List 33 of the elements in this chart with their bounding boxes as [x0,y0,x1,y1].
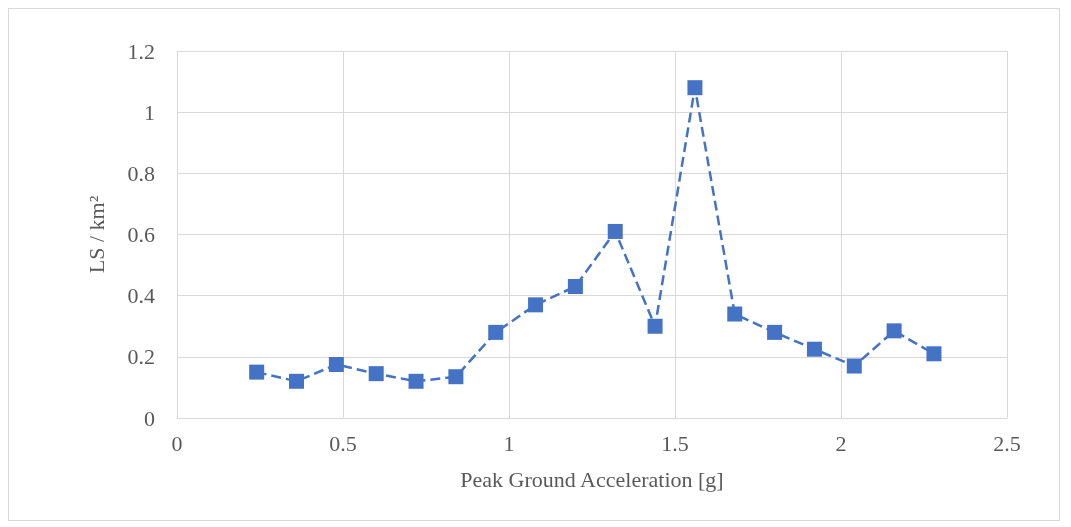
point [886,323,902,339]
y-tick-label: 0.6 [127,222,155,247]
point [249,364,265,380]
point [806,341,822,357]
x-tick-label: 1.5 [661,430,689,456]
x-tick-label: 1 [503,430,515,456]
x-tick-label: 0 [171,430,183,456]
point [846,358,862,374]
y-tick-label: 0.4 [127,283,155,309]
point [926,346,942,362]
point [727,306,743,322]
point [368,366,384,382]
y-tick-label: 0 [144,405,155,431]
point [528,297,544,313]
y-tick-label: 1 [144,99,155,125]
y-tick-label: 1.2 [127,38,155,64]
point [607,223,623,239]
point [767,324,783,340]
y-tick-label: 0.8 [127,160,155,186]
point [408,373,424,389]
point [567,278,583,294]
point [328,356,344,372]
point [289,373,305,389]
point [647,318,663,334]
point [448,369,464,385]
x-axis-title: Peak Ground Acceleration [g] [460,466,724,492]
point [488,324,504,340]
y-tick-label: 0.2 [127,344,155,370]
point [687,80,703,96]
x-tick-label: 0.5 [329,430,357,456]
x-tick-label: 2.5 [993,430,1021,456]
x-tick-label: 2 [835,430,847,456]
y-axis-title: LS / km² [83,195,109,274]
